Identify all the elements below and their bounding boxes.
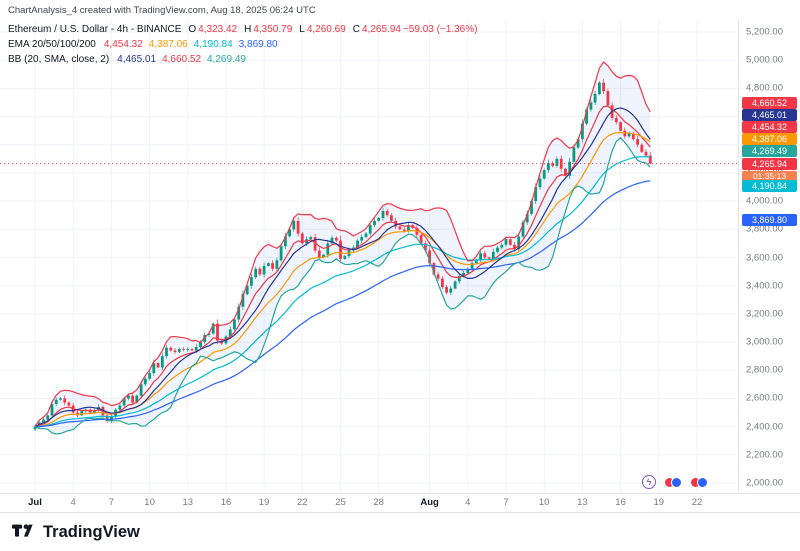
open-label: O: [188, 24, 197, 35]
indicator-price-badge: 4,660.52: [742, 96, 797, 109]
lightning-glyph: ϟ: [646, 477, 652, 487]
blue-flag-dot: [671, 476, 682, 488]
price-axis-label: 3,600.00: [746, 252, 783, 263]
candlestick-chart-canvas[interactable]: [0, 20, 738, 493]
indicator-price-badge: 3,869.80: [742, 213, 797, 226]
price-axis-label: 2,600.00: [746, 392, 783, 404]
time-axis-label: 4: [465, 497, 471, 508]
tradingview-logo[interactable]: TradingView: [12, 521, 140, 543]
price-axis-label: 3,400.00: [746, 280, 783, 292]
time-axis-label: 25: [335, 497, 346, 508]
time-axis-label: 16: [220, 497, 232, 508]
low-label: L: [299, 24, 305, 35]
chart-title: ChartAnalysis_4 created with TradingView…: [0, 0, 800, 20]
time-axis-label: 13: [577, 497, 588, 508]
price-axis-label: 2,400.00: [746, 421, 783, 433]
time-axis-label: 10: [144, 497, 155, 508]
event-flags-icon[interactable]: [664, 476, 682, 488]
indicator-price-badge: 4,269.49: [742, 144, 797, 157]
event-flags-icon[interactable]: [690, 476, 708, 488]
low-value: 4,260.69: [306, 24, 346, 35]
footer-bar: TradingView: [0, 512, 800, 551]
time-axis[interactable]: Jul 4 7 10 13 16 19 22 25 28 Aug 4 7 10 13 16 19 22: [0, 493, 800, 512]
bb-basis-value: 4,465.01: [117, 54, 157, 65]
tradingview-wordmark: TradingView: [43, 522, 140, 541]
time-axis-label: 13: [182, 497, 194, 508]
bb-upper-line: [34, 61, 651, 427]
indicator-price-badge: 4,190.84: [742, 179, 797, 192]
last-price-badge: 4,265.94 01:35:13: [742, 157, 797, 182]
ema-line: [34, 155, 651, 428]
time-axis-label: 7: [108, 497, 115, 508]
price-axis-label: 2,000.00: [746, 477, 783, 489]
ema-line: [34, 105, 651, 428]
chart-area[interactable]: Ethereum / U.S. Dollar - 4h - BINANCE O 4,…: [0, 20, 800, 512]
time-axis-label: 7: [503, 497, 509, 508]
bb-basis-line: [34, 107, 651, 428]
price-axis-label: 2,800.00: [746, 364, 783, 376]
time-axis-label: 22: [691, 497, 703, 508]
event-lightning-icon[interactable]: ϟ: [642, 475, 656, 489]
legend-bb-row[interactable]: BB (20, SMA, close, 2) 4,465.01 4,660.52 4,…: [8, 52, 477, 67]
high-label: H: [244, 24, 252, 35]
ema200-value: 3,869.80: [238, 39, 278, 50]
blue-flag-dot: [697, 476, 708, 488]
event-markers-row: ϟ: [642, 475, 708, 489]
ema-indicator-label[interactable]: EMA 20/50/100/200: [8, 39, 96, 50]
bb-lower-value: 4,269.49: [207, 54, 246, 65]
price-axis-label: 3,000.00: [746, 336, 783, 348]
indicator-price-badge: 4,387.06: [742, 132, 797, 145]
price-axis-label: 3,200.00: [746, 308, 783, 320]
bb-indicator-label[interactable]: BB (20, SMA, close, 2): [8, 54, 110, 65]
change-value: −59.03 (−1.36%): [402, 24, 478, 35]
ema20-value: 4,454.32: [103, 39, 143, 50]
bar-countdown-badge: 01:35:13: [742, 170, 797, 182]
high-value: 4,350.79: [253, 24, 293, 35]
price-axis-label: 2,200.00: [746, 449, 783, 461]
price-axis-label: 4,000.00: [746, 195, 783, 207]
ema50-value: 4,387.06: [148, 39, 188, 50]
time-axis-label: 19: [653, 497, 665, 508]
bb-upper-value: 4,660.52: [162, 54, 202, 65]
time-axis-label: 19: [258, 497, 270, 508]
legend-symbol-row[interactable]: Ethereum / U.S. Dollar - 4h - BINANCE O 4,…: [8, 22, 477, 37]
time-axis-label: 28: [373, 497, 384, 508]
tradingview-logo-icon: [12, 524, 33, 537]
open-value: 4,323.42: [198, 24, 238, 35]
close-value: 4,265.94: [362, 24, 401, 35]
time-axis-label: 10: [538, 497, 550, 508]
time-axis-label: 16: [615, 497, 626, 508]
time-axis-label: 4: [70, 497, 76, 508]
price-axis[interactable]: 2,000.00 2,200.00 2,400.00 2,600.00 2,800.00…: [738, 20, 800, 493]
time-axis-label: Aug: [420, 497, 439, 508]
time-axis-label: 22: [297, 497, 308, 508]
ema100-value: 4,190.84: [193, 39, 233, 50]
symbol-description[interactable]: Ethereum / U.S. Dollar - 4h - BINANCE: [8, 24, 182, 35]
price-axis-label: 5,000.00: [746, 54, 783, 66]
price-axis-label: 3,800.00: [746, 223, 783, 235]
ema-line: [34, 180, 651, 428]
price-axis-label: 5,200.00: [746, 26, 783, 38]
price-axis-label: 4,800.00: [746, 82, 783, 94]
close-label: C: [352, 24, 361, 35]
indicator-price-badge: 4,454.32: [742, 120, 797, 133]
time-axis-label: Jul: [28, 497, 42, 508]
legend-ema-row[interactable]: EMA 20/50/100/200 4,454.32 4,387.06 4,190.8…: [8, 37, 477, 52]
bb-lower-line: [34, 136, 651, 435]
chart-legend: Ethereum / U.S. Dollar - 4h - BINANCE O 4,…: [8, 22, 477, 67]
indicator-price-badge: 4,465.01: [742, 108, 797, 121]
